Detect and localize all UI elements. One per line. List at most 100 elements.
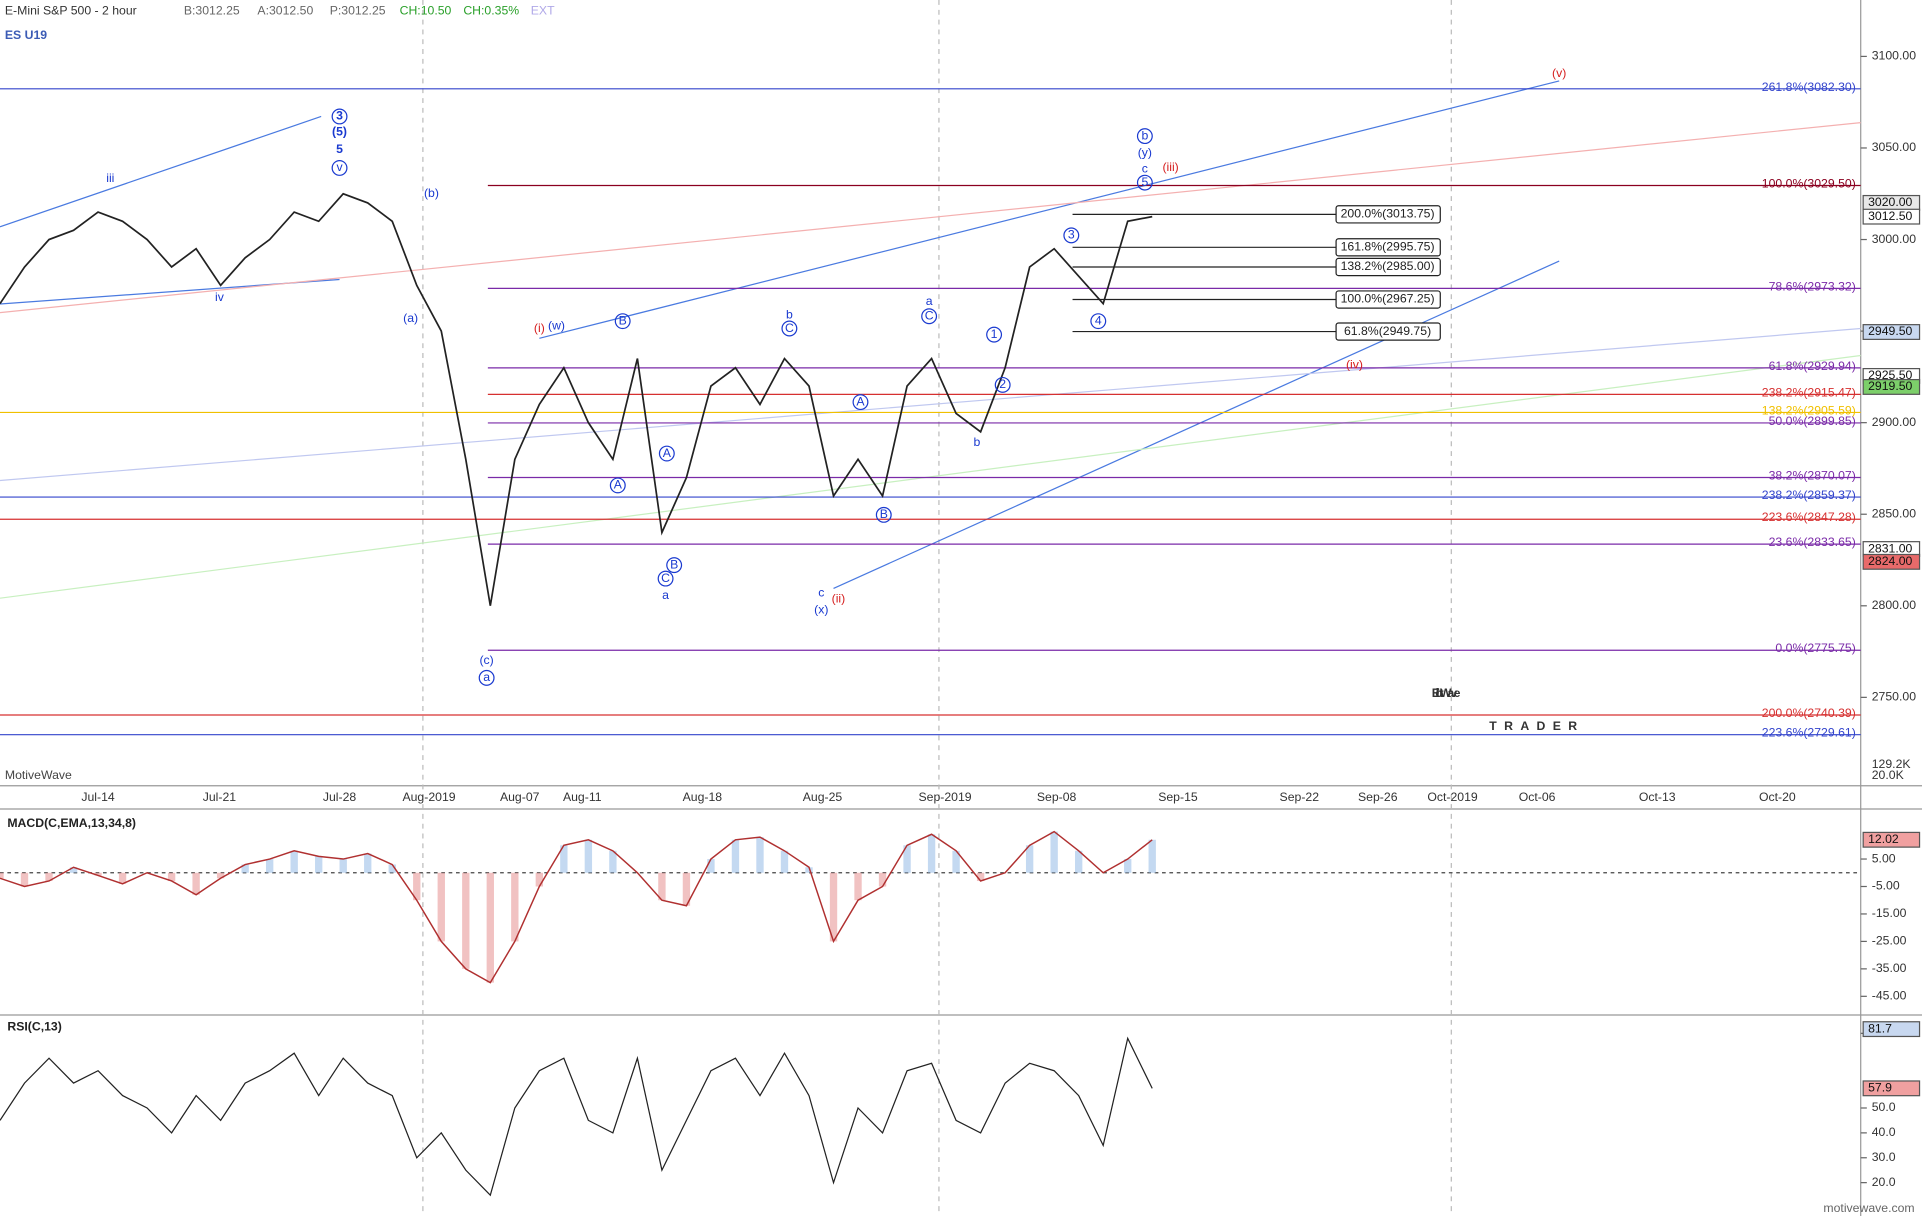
- wave-label: b: [786, 307, 793, 321]
- wave-label: a: [483, 670, 490, 684]
- wave-circle: [657, 570, 674, 587]
- x-tick-label: Aug-25: [803, 790, 843, 804]
- wave-label: (a): [403, 311, 418, 325]
- x-tick-label: Jul-14: [81, 790, 115, 804]
- fib-label: 23.6%(2833.65): [1769, 535, 1856, 549]
- macd-hist: [976, 872, 985, 882]
- wave-circle: [1136, 128, 1153, 145]
- wave-label: (iii): [1162, 160, 1178, 174]
- y-tick-label: 3050.00: [1872, 140, 1916, 154]
- wave-label: 1: [991, 327, 998, 341]
- macd-hist: [952, 850, 960, 873]
- fib-label: 261.8%(3082.30): [1762, 80, 1856, 94]
- wave-label: v: [336, 160, 343, 174]
- wave-label: B: [880, 507, 888, 521]
- fib-label: 0.0%(2775.75): [1775, 641, 1855, 655]
- fib-label: 61.8%(2929.94): [1769, 359, 1856, 373]
- x-tick-label: Aug-2019: [402, 790, 455, 804]
- wave-label: (iv): [1346, 358, 1363, 372]
- target-label: 200.0%(3013.75): [1341, 207, 1435, 221]
- wave-label: A: [614, 478, 623, 492]
- wave-circle: [921, 308, 938, 325]
- x-tick-label: Aug-07: [500, 790, 540, 804]
- fib-label: 223.6%(2847.28): [1762, 510, 1856, 524]
- wave-circle: [1090, 313, 1107, 330]
- macd-hist: [780, 850, 789, 873]
- macd-hist: [290, 850, 298, 873]
- wave-label: B: [619, 313, 627, 327]
- wave-label: iv: [215, 290, 225, 304]
- macd-line: [0, 830, 1153, 984]
- macd-hist: [1148, 839, 1156, 873]
- price-box-label: 2824.00: [1868, 554, 1912, 568]
- macd-hist: [339, 859, 347, 873]
- y-tick-label: 2850.00: [1872, 506, 1916, 520]
- last: P:3012.25: [330, 3, 386, 17]
- ext: EXT: [531, 3, 555, 17]
- wave-label: C: [925, 309, 934, 323]
- wave-circle: [781, 320, 798, 337]
- rsi-box: [1862, 1080, 1921, 1097]
- macd-hist: [486, 872, 494, 983]
- macd-hist: [364, 853, 372, 873]
- bid: B:3012.25: [184, 3, 240, 17]
- macd-hist: [535, 872, 544, 887]
- y-tick-label: -25.00: [1872, 934, 1907, 948]
- macd-hist: [1124, 859, 1132, 873]
- y-tick-label: 50.0: [1872, 1100, 1896, 1114]
- watermark-brand: ElliottWave: [1432, 686, 1461, 700]
- rsi-box: [1862, 1021, 1921, 1038]
- x-tick-label: Jul-21: [203, 790, 237, 804]
- y-tick-label: -15.00: [1872, 906, 1907, 920]
- rsi-line: [0, 1036, 1153, 1197]
- wave-circle: [614, 313, 631, 330]
- target-label: 161.8%(2995.75): [1341, 240, 1435, 254]
- y-tick-label: -35.00: [1872, 961, 1907, 975]
- y-tick-label: 20.0: [1872, 1175, 1896, 1189]
- wave-label: C: [661, 571, 670, 585]
- x-tick-label: Sep-2019: [918, 790, 971, 804]
- price-line: [0, 192, 1153, 606]
- x-tick-label: Oct-2019: [1427, 790, 1478, 804]
- instrument: E-Mini S&P 500 - 2 hour: [5, 3, 137, 17]
- x-tick-label: Jul-28: [323, 790, 357, 804]
- wave-circle: [658, 445, 675, 462]
- y-tick-label: 3000.00: [1872, 232, 1916, 246]
- wave-circle: [1136, 174, 1153, 191]
- target-label: 100.0%(2967.25): [1341, 292, 1435, 306]
- y-tick-label: 30.0: [1872, 1150, 1896, 1164]
- volume-tick-label: 129.2K: [1872, 757, 1912, 771]
- wave-circle: [986, 326, 1003, 343]
- macd-hist: [241, 864, 249, 873]
- wave-circle: [852, 394, 869, 411]
- wave-label: (v): [1552, 66, 1566, 80]
- macd-hist: [0, 872, 4, 879]
- site: motivewave.com: [1823, 1201, 1914, 1215]
- wave-label: (b): [424, 186, 439, 200]
- y-tick-label: 3100.00: [1872, 49, 1916, 63]
- source: MotiveWave: [5, 768, 72, 782]
- macd-hist: [69, 867, 78, 873]
- trend-line: [0, 121, 1861, 314]
- wave-circle: [994, 376, 1011, 393]
- x-tick-label: Aug-11: [563, 790, 602, 804]
- macd-hist: [609, 850, 617, 873]
- macd-hist: [118, 872, 127, 884]
- y-tick-label: 40.0: [1872, 1125, 1896, 1139]
- rsi-title: RSI(C,13): [7, 1019, 61, 1033]
- wave-label: c: [1142, 161, 1148, 175]
- macd-hist: [731, 839, 740, 873]
- change: CH:10.50: [400, 3, 452, 17]
- wave-label: (5): [332, 125, 347, 139]
- trend-line: [0, 327, 1861, 482]
- rsi-box-label: 57.9: [1868, 1081, 1892, 1095]
- macd-hist: [584, 839, 593, 873]
- x-tick-label: Sep-08: [1037, 790, 1077, 804]
- macd-hist: [167, 872, 176, 882]
- macd-hist: [805, 867, 813, 873]
- wave-label: (y): [1138, 145, 1152, 159]
- change-pct: CH:0.35%: [463, 3, 519, 17]
- wave-circle: [609, 477, 626, 494]
- macd-hist: [707, 859, 715, 873]
